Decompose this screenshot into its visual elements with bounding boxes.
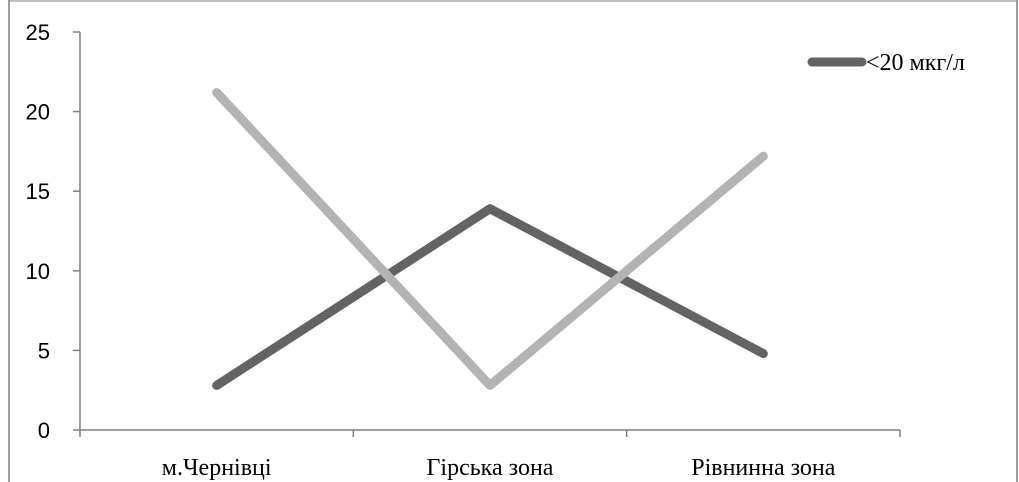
series-line-1: [212, 204, 768, 390]
y-tick-label: 10: [26, 259, 50, 284]
legend: <20 мкг/л: [807, 50, 965, 76]
x-tick-label: Рівнинна зона: [691, 455, 836, 481]
x-tick-label: Гірська зона: [427, 455, 554, 481]
y-tick-label: 20: [26, 100, 50, 125]
series-line-2: [212, 87, 768, 390]
y-tick-label: 25: [26, 20, 50, 45]
series-layer: [212, 87, 768, 390]
y-tick-label: 5: [38, 338, 50, 363]
y-axis: 0 5 10 15 20 25: [26, 20, 81, 443]
x-tick-label: м.Чернівці: [162, 455, 272, 481]
y-tick-label: 0: [38, 418, 50, 443]
legend-label: <20 мкг/л: [866, 50, 965, 76]
x-axis: м.Чернівці Гірська зона Рівнинна зона: [79, 429, 901, 481]
y-tick-label: 15: [26, 179, 50, 204]
